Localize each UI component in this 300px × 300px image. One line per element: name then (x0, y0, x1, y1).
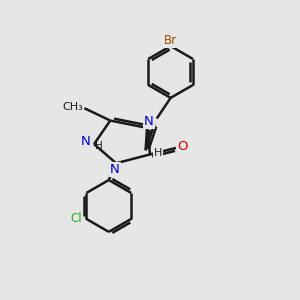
Text: CH₃: CH₃ (62, 102, 83, 112)
Text: H: H (94, 141, 102, 151)
Text: N: N (110, 163, 119, 176)
Text: N: N (81, 135, 91, 148)
Text: H: H (154, 148, 162, 158)
Text: Br: Br (164, 34, 177, 47)
Text: N: N (144, 115, 154, 128)
Text: Cl: Cl (70, 212, 82, 225)
Text: O: O (177, 140, 188, 153)
